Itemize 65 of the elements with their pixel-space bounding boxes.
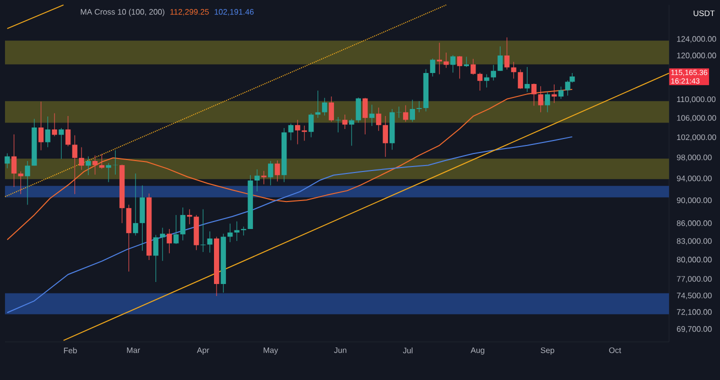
candlestick	[518, 69, 524, 90]
candlestick	[544, 91, 550, 113]
candlestick	[349, 118, 354, 146]
candlestick	[106, 162, 112, 182]
candlestick	[207, 231, 212, 253]
candlestick	[382, 116, 388, 158]
candlestick	[11, 134, 17, 188]
candlestick	[86, 156, 91, 176]
candlestick	[153, 234, 158, 282]
candlestick	[538, 86, 544, 113]
candlestick	[490, 64, 496, 81]
candlestick	[342, 114, 348, 130]
candlestick	[302, 125, 307, 142]
candlestick	[261, 170, 266, 185]
candlestick	[295, 120, 300, 145]
candlestick	[160, 227, 166, 262]
candlestick	[24, 160, 30, 206]
candlestick	[356, 97, 361, 123]
candlestick	[78, 146, 84, 170]
candlestick	[484, 74, 490, 88]
candlestick	[450, 54, 456, 73]
candlestick	[531, 83, 537, 106]
candlestick	[416, 100, 422, 113]
candlestick	[328, 96, 334, 122]
candlestick	[511, 62, 516, 79]
candlestick	[336, 116, 341, 133]
candlestick	[477, 72, 483, 91]
candlestick	[45, 116, 50, 148]
candlestick	[58, 128, 64, 160]
candlestick	[322, 98, 328, 116]
candlestick	[92, 155, 98, 175]
candlestick	[436, 42, 442, 75]
candlestick	[498, 46, 503, 72]
candlestick	[173, 214, 179, 244]
candlestick	[52, 112, 58, 137]
candlestick	[430, 58, 436, 77]
candlestick	[369, 104, 374, 126]
candlestick	[504, 37, 510, 70]
candlestick	[132, 173, 138, 236]
candlestick	[558, 86, 564, 100]
candlestick	[274, 160, 280, 182]
candlestick	[403, 104, 408, 122]
candlestick	[234, 221, 240, 242]
candlestick	[470, 58, 476, 76]
candlestick	[362, 98, 368, 135]
candlestick	[457, 56, 462, 79]
candlestick	[268, 160, 274, 186]
candlestick	[376, 107, 382, 132]
candlestick	[99, 154, 104, 170]
candlestick	[308, 112, 314, 138]
candlestick	[65, 116, 71, 147]
candlestick	[254, 169, 260, 192]
candlestick	[4, 152, 10, 169]
candlestick	[410, 99, 415, 122]
candlestick	[552, 84, 557, 104]
candlestick	[444, 52, 449, 68]
candlestick	[180, 207, 186, 241]
candlestick	[72, 134, 78, 194]
candlestick	[288, 123, 294, 141]
candlestick	[38, 101, 44, 151]
candlestick	[396, 106, 402, 118]
candlestick	[18, 171, 24, 194]
candlestick	[524, 66, 530, 92]
candlestick	[166, 228, 172, 254]
candlestick	[228, 223, 233, 242]
